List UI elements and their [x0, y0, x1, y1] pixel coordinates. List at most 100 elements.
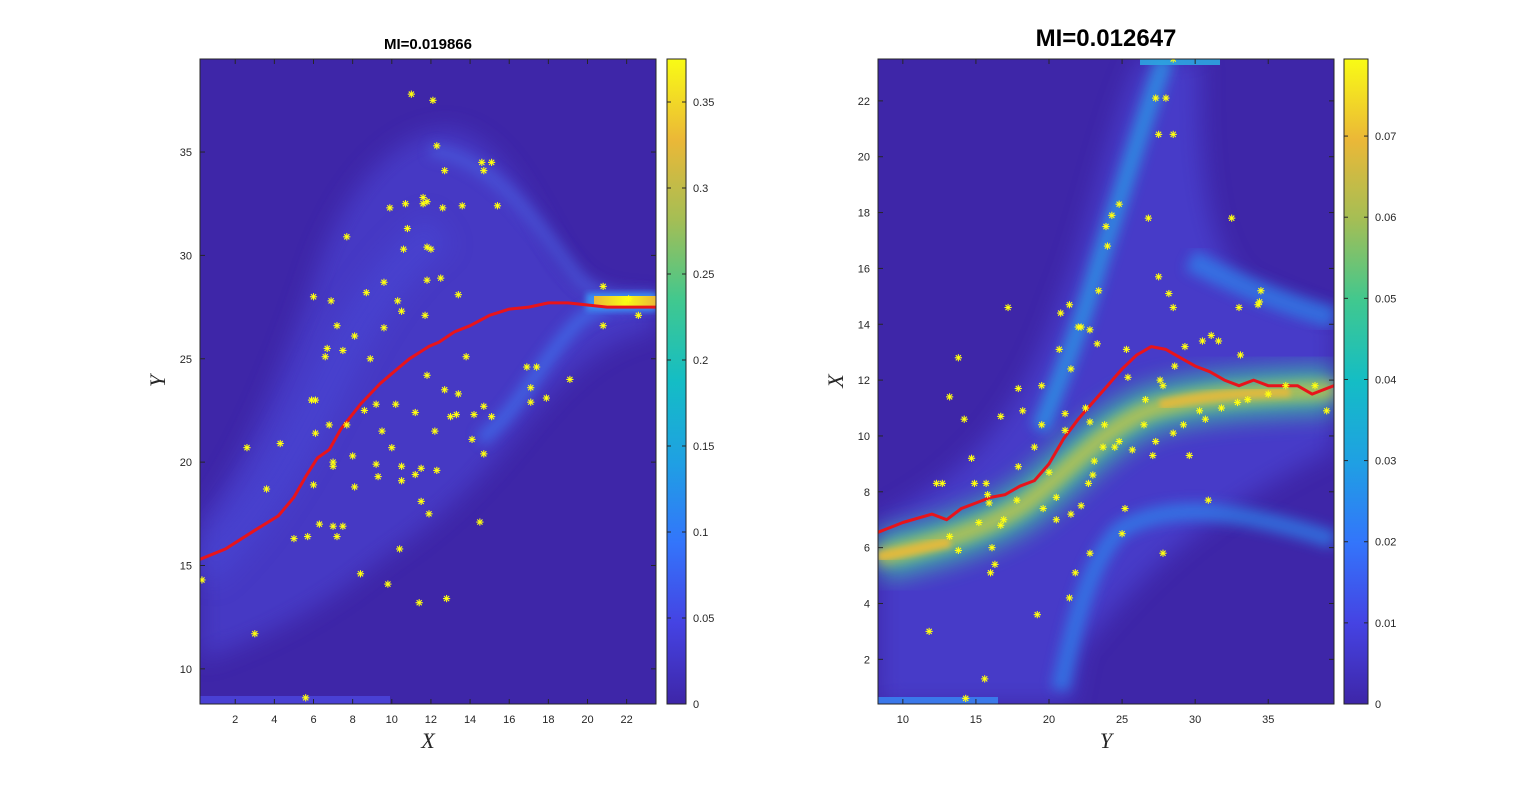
- panel-2-scatter-point: [1311, 382, 1319, 390]
- x-tick-label: 18: [542, 714, 554, 726]
- colorbar-tick-label: 0.05: [1375, 293, 1396, 305]
- panel-1-scatter-point: [441, 386, 449, 394]
- panel-1-scatter-point: [366, 355, 374, 363]
- panel-1-scatter-point: [417, 497, 425, 506]
- panel-1-scatter-point: [374, 472, 382, 481]
- panel-2-scatter-point: [1081, 404, 1090, 412]
- panel-2-colorbar-gradient: [1343, 58, 1369, 705]
- panel-2-scatter-point: [1030, 443, 1038, 451]
- panel-2-scatter-point: [1169, 130, 1177, 138]
- panel-1-scatter-point: [488, 158, 496, 166]
- panel-2-scatter-point: [1254, 301, 1262, 309]
- panel-1-scatter-point: [392, 400, 400, 408]
- panel-1-scatter-point: [439, 204, 447, 212]
- panel-1-scatter-point: [372, 460, 380, 468]
- panel-2-scatter-point: [1323, 407, 1331, 415]
- panel-1-scatter-point: [351, 483, 359, 491]
- panel-2-scatter-point: [1065, 301, 1074, 309]
- colorbar-tick-label: 0.04: [1375, 374, 1396, 386]
- panel-1-scatter-point: [423, 276, 431, 284]
- panel-2-scatter-point: [1061, 426, 1069, 434]
- panel-2-scatter-point: [1207, 331, 1215, 340]
- x-tick-label: 25: [1116, 714, 1128, 726]
- panel-2-scatter-point: [975, 518, 983, 527]
- panel-1-scatter-point: [429, 96, 437, 104]
- panel-2-colorbar-ticks: 0 0.01 0.02 0.03 0.04 0.05 0.06 0.07: [1344, 131, 1396, 711]
- panel-1-conditional-mean-line: [200, 301, 656, 561]
- panel-1-scatter-point: [462, 353, 470, 361]
- panel-2-scatter-point: [997, 521, 1005, 529]
- panel-1-title: MI=0.019866: [384, 36, 472, 53]
- panel-2-scatter-point: [1121, 504, 1129, 513]
- panel-2-axes-box: [877, 58, 1335, 705]
- panel-2-scatter-point: [960, 415, 968, 423]
- panel-2-scatter-point: [970, 479, 979, 488]
- panel-1-scatter-point: [311, 429, 320, 437]
- y-tick-label: 25: [180, 354, 192, 366]
- panel-2-scatter-point: [1111, 443, 1119, 451]
- panel-1-scatter-point: [329, 522, 337, 530]
- panel-1-scatter-point: [325, 421, 333, 429]
- panel-1-scatter-point: [304, 532, 312, 541]
- panel-2-scatter-point: [946, 393, 954, 401]
- panel-2-scatter-point: [1090, 457, 1098, 465]
- panel-1-scatter-point: [290, 535, 298, 543]
- panel-2-scatter-point: [1014, 384, 1022, 393]
- panel-1-scatter-point: [442, 594, 451, 603]
- panel-2-scatter-point: [1103, 242, 1112, 250]
- panel-1-scatter-point: [339, 346, 347, 355]
- panel-2-scatter-point: [1095, 287, 1103, 295]
- panel-1-scatter-point: [433, 142, 441, 150]
- panel-1-scatter-point: [431, 427, 439, 435]
- panel-1-colorbar-gradient: [666, 58, 687, 705]
- x-tick-label: 8: [350, 714, 356, 726]
- panel-1-scatter-point: [401, 200, 410, 208]
- panel-2-scatter-point: [1159, 549, 1167, 557]
- panel-1-scatter-point: [321, 353, 329, 361]
- panel-2-scatter-point: [1052, 516, 1060, 524]
- colorbar-tick-label: 0: [693, 699, 699, 711]
- panel-2-scatter-point: [1201, 415, 1209, 423]
- panel-2-scatter-point: [1159, 382, 1167, 390]
- panel-2-scatter-point: [1185, 451, 1193, 460]
- panel-2-scatter-point: [1235, 303, 1243, 312]
- panel-2-density-upper-arm: [1031, 59, 1174, 434]
- x-tick-label: 16: [503, 714, 515, 726]
- panel-1-scatter-point: [634, 311, 642, 319]
- panel-2-scatter-point: [1165, 289, 1173, 298]
- panel-2-scatter-point: [1086, 418, 1094, 426]
- panel-2-scatter-point: [1149, 451, 1157, 460]
- x-tick-label: 30: [1189, 714, 1201, 726]
- panel-2-scatter-point: [925, 627, 933, 636]
- panel-1-scatter-point: [394, 297, 402, 305]
- panel-2-density-top-edge: [1140, 59, 1220, 65]
- x-tick-label: 2: [232, 714, 238, 726]
- panel-2-scatter-point: [1019, 407, 1027, 415]
- panel-2-scatter-point: [1086, 326, 1094, 334]
- x-tick-label: 22: [621, 714, 633, 726]
- panel-2: MI=0.012647 10 15 20 25 30 35 2 4 6 8 10 12 14 16 18 20…: [823, 25, 1396, 753]
- panel-2-scatter-point: [967, 454, 976, 462]
- panel-1-scatter-point: [356, 570, 365, 578]
- panel-2-heatmap: [878, 59, 1334, 704]
- panel-2-scatter-point: [1264, 390, 1272, 398]
- panel-1-scatter-point: [415, 599, 423, 607]
- panel-1-scatter-point: [349, 452, 357, 460]
- x-tick-label: 4: [271, 714, 277, 726]
- panel-2-scatter-point: [1122, 345, 1131, 353]
- panel-2-scatter-point: [1214, 337, 1223, 345]
- y-tick-label: 12: [858, 375, 870, 387]
- panel-1-scatter-point: [315, 520, 323, 528]
- panel-2-scatter-point: [1100, 421, 1109, 429]
- panel-1-scatter-point: [542, 394, 551, 402]
- colorbar-tick-label: 0.1: [693, 527, 708, 539]
- panel-1-scatter-point: [323, 344, 331, 353]
- panel-1-scatter-point: [480, 450, 488, 458]
- panel-2-ylabel: X: [823, 373, 848, 389]
- panel-1-scatter-point: [362, 289, 370, 297]
- y-tick-label: 18: [858, 208, 870, 220]
- panel-1-colorbar-ticks: 0 0.05 0.1 0.15 0.2 0.25 0.3 0.35: [667, 97, 714, 711]
- panel-2-scatter-point: [982, 479, 990, 488]
- panel-2-xlabel: Y: [1100, 728, 1115, 753]
- panel-2-scatter-point: [1077, 502, 1085, 510]
